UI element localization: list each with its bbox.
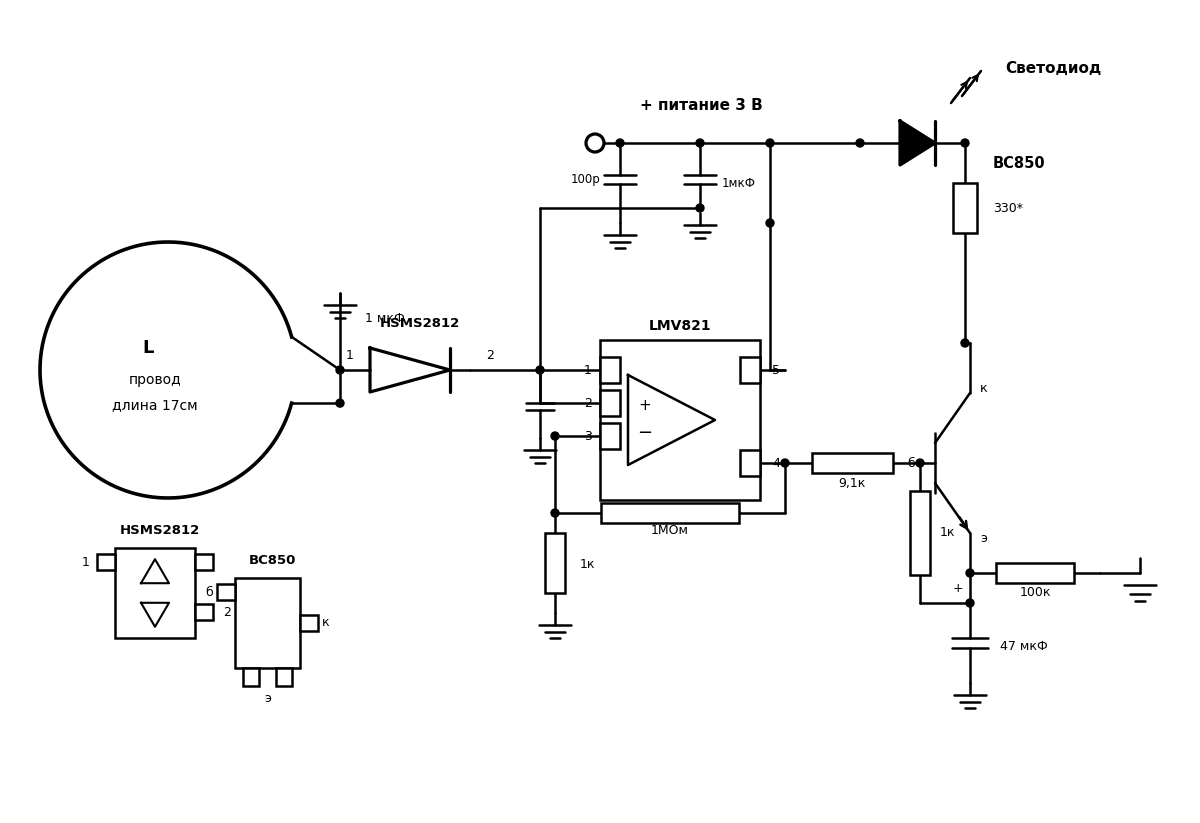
Text: 330*: 330* xyxy=(994,202,1022,215)
Text: б: б xyxy=(205,585,214,598)
Circle shape xyxy=(536,366,544,374)
Bar xyxy=(996,563,1074,583)
Text: 1МОм: 1МОм xyxy=(650,524,689,537)
Circle shape xyxy=(696,204,704,212)
Text: BC850: BC850 xyxy=(994,156,1045,170)
Text: к: к xyxy=(322,616,330,630)
Circle shape xyxy=(336,366,344,374)
Bar xyxy=(953,183,977,233)
Text: 100к: 100к xyxy=(1019,587,1051,599)
Text: 2: 2 xyxy=(223,606,230,619)
Text: 1мкФ: 1мкФ xyxy=(722,176,756,189)
Text: 1к: 1к xyxy=(580,559,595,571)
Text: L: L xyxy=(143,339,154,357)
Circle shape xyxy=(586,134,604,152)
Circle shape xyxy=(916,459,924,467)
Bar xyxy=(600,340,760,500)
Text: 1: 1 xyxy=(82,556,90,569)
Text: провод: провод xyxy=(128,373,181,387)
Bar xyxy=(300,615,318,631)
Bar xyxy=(217,584,235,600)
Bar xyxy=(740,450,760,476)
Text: +: + xyxy=(638,398,652,412)
Circle shape xyxy=(696,139,704,147)
Text: 3: 3 xyxy=(584,430,592,443)
Circle shape xyxy=(781,459,790,467)
Text: э: э xyxy=(264,691,271,704)
Circle shape xyxy=(966,569,974,577)
Circle shape xyxy=(336,399,344,407)
Text: длина 17см: длина 17см xyxy=(112,398,198,412)
Text: +: + xyxy=(953,582,964,594)
Bar xyxy=(600,390,620,416)
Text: LMV821: LMV821 xyxy=(649,319,712,333)
Text: 4: 4 xyxy=(772,457,780,469)
Bar xyxy=(600,357,620,383)
Text: 1 мкФ: 1 мкФ xyxy=(365,311,404,324)
Text: 47 мкФ: 47 мкФ xyxy=(1000,639,1048,653)
Circle shape xyxy=(616,139,624,147)
Bar xyxy=(740,357,760,383)
Bar xyxy=(194,554,214,570)
Text: HSMS2812: HSMS2812 xyxy=(120,523,200,537)
Text: 1: 1 xyxy=(584,364,592,376)
Circle shape xyxy=(551,432,559,440)
Circle shape xyxy=(961,339,970,347)
Text: −: − xyxy=(637,424,653,442)
Bar xyxy=(235,578,300,668)
Bar xyxy=(276,668,292,686)
Bar xyxy=(600,423,620,449)
Text: э: э xyxy=(980,532,986,545)
Text: 1: 1 xyxy=(346,348,354,361)
Bar xyxy=(812,453,893,473)
Text: 9,1к: 9,1к xyxy=(839,477,865,490)
Text: 100р: 100р xyxy=(570,173,600,185)
Bar xyxy=(601,503,739,523)
Text: 1к: 1к xyxy=(940,527,955,540)
Text: 5: 5 xyxy=(772,364,780,376)
Circle shape xyxy=(551,509,559,517)
Text: BC850: BC850 xyxy=(248,554,296,566)
Text: к: к xyxy=(980,382,988,394)
Bar xyxy=(194,604,214,620)
Text: 2: 2 xyxy=(486,348,494,361)
Text: Светодиод: Светодиод xyxy=(1006,61,1102,76)
Bar xyxy=(97,554,115,570)
Circle shape xyxy=(966,599,974,607)
Circle shape xyxy=(856,139,864,147)
Circle shape xyxy=(961,139,970,147)
Circle shape xyxy=(766,219,774,227)
Bar xyxy=(545,533,565,593)
Text: + питание 3 В: + питание 3 В xyxy=(640,97,763,113)
Bar xyxy=(115,548,194,638)
Polygon shape xyxy=(900,121,935,165)
Circle shape xyxy=(766,139,774,147)
Text: HSMS2812: HSMS2812 xyxy=(380,317,460,329)
Bar xyxy=(910,491,930,575)
Bar xyxy=(242,668,259,686)
Text: 2: 2 xyxy=(584,397,592,410)
Text: б: б xyxy=(907,457,916,469)
